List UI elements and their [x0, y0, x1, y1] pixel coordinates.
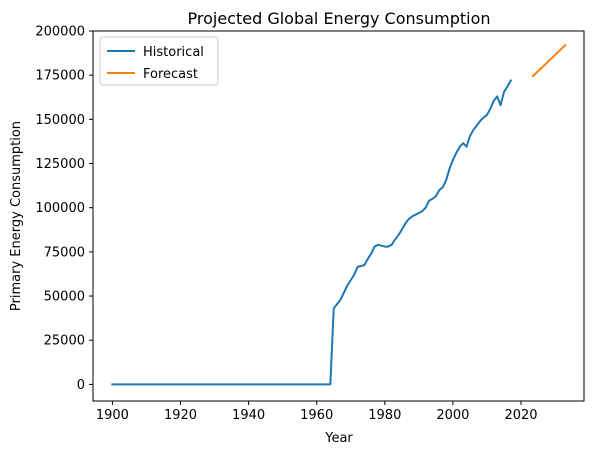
x-tick-label: 1900: [96, 408, 129, 423]
x-tick-label: 2000: [436, 408, 469, 423]
series-layer: [111, 43, 567, 386]
y-tick-label: 50000: [44, 290, 85, 305]
legend-label-historical: Historical: [143, 45, 204, 60]
x-tick-label: 1940: [232, 408, 265, 423]
x-axis-ticks: 1900 1920 1940 1960 1980 2000 2020: [96, 401, 538, 423]
y-tick-label: 75000: [44, 245, 85, 260]
y-tick-label: 175000: [35, 69, 85, 84]
x-axis-label: Year: [324, 431, 353, 446]
series-line-historical: [111, 79, 513, 386]
legend-label-forecast: Forecast: [143, 67, 198, 82]
y-axis-ticks: 0 25000 50000 75000 100000 125000 150000 175000…: [35, 25, 93, 393]
x-tick-label: 1960: [300, 408, 333, 423]
x-tick-label: 1980: [368, 408, 401, 423]
x-tick-label: 2020: [504, 408, 537, 423]
series-line-forecast: [531, 43, 567, 78]
y-tick-label: 25000: [44, 334, 85, 349]
y-tick-label: 0: [77, 378, 85, 393]
y-tick-label: 200000: [35, 25, 85, 40]
chart-title: Projected Global Energy Consumption: [187, 9, 490, 28]
plot-frame: [92, 30, 585, 402]
y-tick-label: 125000: [35, 157, 85, 172]
legend: Historical Forecast: [99, 36, 219, 86]
y-tick-label: 150000: [35, 113, 85, 128]
y-axis-label: Primary Energy Consumption: [9, 121, 24, 311]
x-tick-label: 1920: [164, 408, 197, 423]
y-tick-label: 100000: [35, 201, 85, 216]
